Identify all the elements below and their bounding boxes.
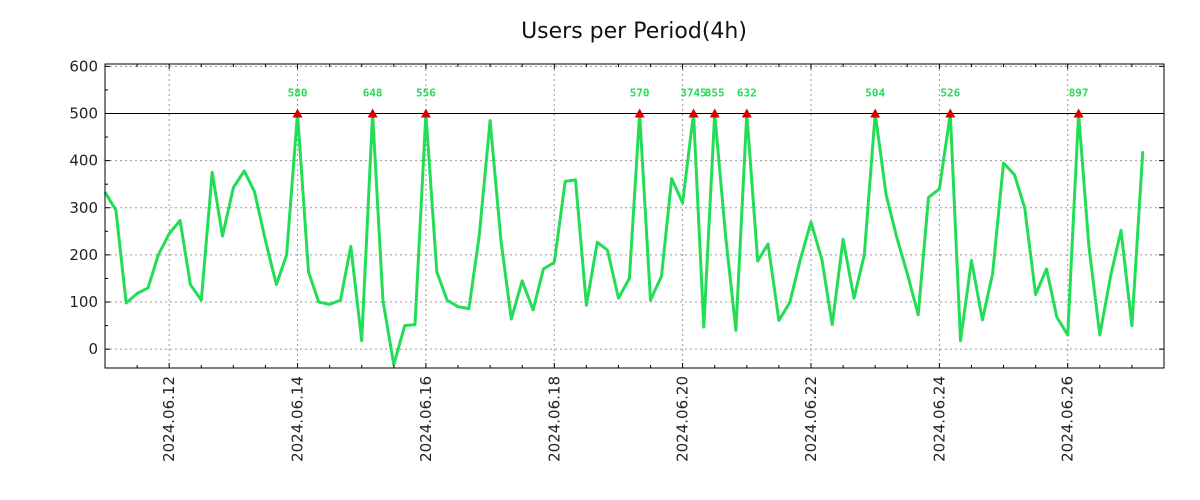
peak-marker [420, 108, 431, 118]
y-tick-label: 600 [69, 57, 98, 75]
y-tick-label: 400 [69, 152, 98, 170]
peak-value-label: 556 [416, 86, 436, 99]
peak-value-label: 526 [940, 86, 960, 99]
y-tick-label: 0 [88, 340, 98, 358]
peak-value-label: 648 [363, 86, 383, 99]
x-tick-label: 2024.06.24 [930, 376, 948, 462]
peak-value-label: 504 [865, 86, 885, 99]
peak-value-label: 897 [1069, 86, 1089, 99]
x-tick-label: 2024.06.14 [289, 376, 307, 462]
x-tick-label: 2024.06.20 [674, 376, 692, 462]
series-line-users [103, 112, 1145, 367]
y-tick-label: 200 [69, 246, 98, 264]
x-tick-label: 2024.06.18 [545, 376, 563, 462]
peak-value-label: 855 [705, 86, 725, 99]
peak-marker [945, 108, 956, 118]
peak-value-label: 632 [737, 86, 757, 99]
peak-marker [367, 108, 378, 118]
y-tick-label: 300 [69, 199, 98, 217]
y-tick-label: 100 [69, 293, 98, 311]
peak-marker [1073, 108, 1084, 118]
x-tick-label: 2024.06.26 [1059, 376, 1077, 462]
peak-marker [870, 108, 881, 118]
peak-value-label: 570 [630, 86, 650, 99]
plot-frame [104, 63, 1165, 369]
y-tick-label: 500 [69, 104, 98, 122]
peak-marker [709, 108, 720, 118]
peak-marker [634, 108, 645, 118]
peak-marker [741, 108, 752, 118]
x-tick-label: 2024.06.22 [802, 376, 820, 462]
x-tick-label: 2024.06.16 [417, 376, 435, 462]
peak-marker [688, 108, 699, 118]
peak-value-label: 3745 [680, 86, 707, 99]
peak-marker [292, 108, 303, 118]
axes: 0 100 200 300 400 500 600 2024.06.12 2024.06.14 2… [69, 57, 1164, 462]
x-tick-label: 2024.06.12 [160, 376, 178, 462]
chart-title: Users per Period(4h) [521, 19, 747, 44]
peak-value-label: 580 [288, 86, 308, 99]
